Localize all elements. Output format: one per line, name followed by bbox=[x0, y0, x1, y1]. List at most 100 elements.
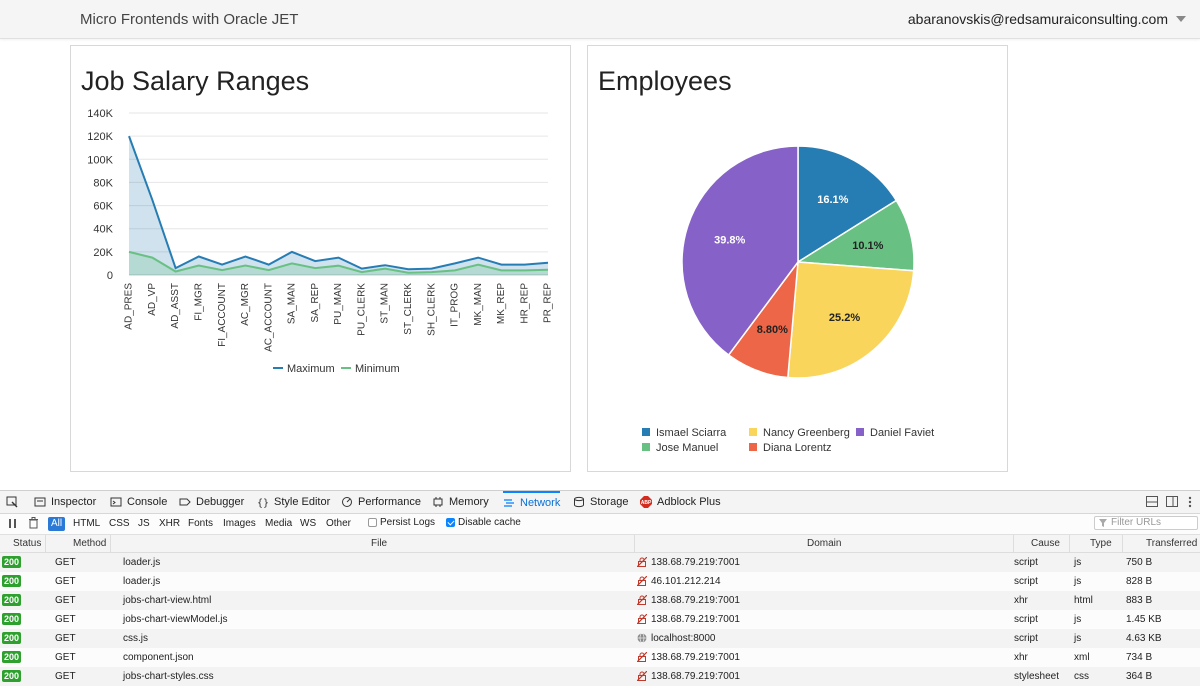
legend-label-daniel-faviet[interactable]: Daniel Faviet bbox=[870, 427, 934, 439]
legend-swatch[interactable] bbox=[642, 443, 650, 451]
persist-logs-box[interactable] bbox=[368, 518, 377, 527]
legend-swatch[interactable] bbox=[749, 428, 757, 436]
filter-all[interactable]: All bbox=[48, 517, 66, 531]
devtools-tab-performance[interactable]: Performance bbox=[341, 491, 421, 513]
data-point-maximum[interactable] bbox=[243, 254, 248, 259]
data-point-maximum[interactable] bbox=[266, 262, 271, 267]
devtools-tab-style-editor[interactable]: {} Style Editor bbox=[257, 491, 330, 513]
column-header-type[interactable]: Type bbox=[1090, 538, 1112, 549]
data-point-maximum[interactable] bbox=[313, 259, 318, 264]
devtools-tab-inspector[interactable]: Inspector bbox=[34, 491, 96, 513]
data-point-maximum[interactable] bbox=[150, 197, 155, 202]
network-request-row[interactable]: 200 GET loader.js 138.68.79.219:7001 script j… bbox=[0, 553, 1200, 572]
legend-label-ismael-sciarra[interactable]: Ismael Sciarra bbox=[656, 427, 727, 439]
devtools-tab-console[interactable]: Console bbox=[110, 491, 167, 513]
column-divider[interactable] bbox=[1122, 535, 1123, 552]
trash-icon[interactable] bbox=[28, 517, 39, 529]
dock-layout-icon[interactable] bbox=[1146, 496, 1160, 508]
network-request-row[interactable]: 200 GET jobs-chart-view.html 138.68.79.219:… bbox=[0, 591, 1200, 610]
series-line-maximum[interactable] bbox=[128, 135, 549, 271]
filter-images[interactable]: Images bbox=[223, 518, 256, 529]
column-header-file[interactable]: File bbox=[371, 538, 388, 549]
data-point-minimum[interactable] bbox=[266, 268, 271, 273]
filter-css[interactable]: CSS bbox=[109, 518, 130, 529]
network-request-row[interactable]: 200 GET component.json 138.68.79.219:7001 xh… bbox=[0, 648, 1200, 667]
data-point-maximum[interactable] bbox=[289, 249, 294, 254]
filter-fonts[interactable]: Fonts bbox=[188, 518, 214, 529]
network-request-row[interactable]: 200 GET loader.js 46.101.212.214 script js 828… bbox=[0, 572, 1200, 591]
data-point-minimum[interactable] bbox=[476, 262, 481, 267]
data-point-minimum[interactable] bbox=[406, 270, 411, 275]
pie-slice-jose-manuel[interactable] bbox=[795, 199, 915, 272]
pie-slice-daniel-faviet[interactable] bbox=[681, 145, 799, 357]
data-point-maximum[interactable] bbox=[196, 254, 201, 259]
column-divider[interactable] bbox=[45, 535, 46, 552]
data-point-maximum[interactable] bbox=[127, 134, 132, 139]
pie-slice-ismael-sciarra[interactable] bbox=[797, 145, 898, 264]
data-point-maximum[interactable] bbox=[522, 262, 527, 267]
data-point-maximum[interactable] bbox=[452, 261, 457, 266]
pause-icon[interactable] bbox=[8, 518, 18, 529]
devtools-tab-storage[interactable]: Storage bbox=[573, 491, 629, 513]
column-divider[interactable] bbox=[110, 535, 111, 552]
data-point-minimum[interactable] bbox=[336, 263, 341, 268]
legend-label-jose-manuel[interactable]: Jose Manuel bbox=[656, 442, 718, 454]
data-point-maximum[interactable] bbox=[220, 262, 225, 267]
filter-js[interactable]: JS bbox=[138, 518, 150, 529]
column-header-cause[interactable]: Cause bbox=[1031, 538, 1060, 549]
legend-swatch[interactable] bbox=[856, 428, 864, 436]
data-point-minimum[interactable] bbox=[313, 266, 318, 271]
devtools-tab-memory[interactable]: Memory bbox=[432, 491, 489, 513]
legend-label-maximum[interactable]: Maximum bbox=[287, 363, 335, 375]
data-point-minimum[interactable] bbox=[546, 267, 551, 272]
legend-label-minimum[interactable]: Minimum bbox=[355, 363, 400, 375]
persist-logs-checkbox[interactable]: Persist Logs bbox=[368, 517, 435, 528]
disable-cache-box[interactable] bbox=[446, 518, 455, 527]
column-divider[interactable] bbox=[634, 535, 635, 552]
filter-other[interactable]: Other bbox=[326, 518, 352, 529]
data-point-minimum[interactable] bbox=[196, 263, 201, 268]
legend-label-diana-lorentz[interactable]: Diana Lorentz bbox=[763, 442, 832, 454]
data-point-minimum[interactable] bbox=[289, 261, 294, 266]
devtools-tab-debugger[interactable]: Debugger bbox=[179, 491, 244, 513]
pick-element-icon[interactable] bbox=[6, 496, 18, 508]
data-point-minimum[interactable] bbox=[359, 270, 364, 275]
column-divider[interactable] bbox=[1069, 535, 1070, 552]
disable-cache-checkbox[interactable]: Disable cache bbox=[446, 517, 521, 528]
data-point-minimum[interactable] bbox=[173, 269, 178, 274]
network-request-row[interactable]: 200 GET jobs-chart-styles.css 138.68.79.219… bbox=[0, 667, 1200, 686]
data-point-minimum[interactable] bbox=[150, 255, 155, 260]
column-header-domain[interactable]: Domain bbox=[807, 538, 842, 549]
network-request-row[interactable]: 200 GET jobs-chart-viewModel.js 138.68.79.2… bbox=[0, 610, 1200, 629]
filter-html[interactable]: HTML bbox=[73, 518, 101, 529]
data-point-minimum[interactable] bbox=[452, 268, 457, 273]
network-request-row[interactable]: 200 GET css.js localhost:8000 script js 4.63 K… bbox=[0, 629, 1200, 648]
data-point-minimum[interactable] bbox=[383, 266, 388, 271]
filter-ws[interactable]: WS bbox=[300, 518, 317, 529]
devtools-tab-adblock-plus[interactable]: ABP Adblock Plus bbox=[640, 491, 721, 513]
devtools-tab-network[interactable]: Network bbox=[503, 491, 561, 513]
chevron-down-icon[interactable] bbox=[1176, 16, 1186, 22]
column-header-method[interactable]: Method bbox=[73, 538, 107, 549]
legend-swatch[interactable] bbox=[749, 443, 757, 451]
filter-xhr[interactable]: XHR bbox=[159, 518, 181, 529]
data-point-maximum[interactable] bbox=[546, 260, 551, 265]
column-header-status[interactable]: Status bbox=[13, 538, 42, 549]
filter-urls-input[interactable]: Filter URLs bbox=[1094, 516, 1198, 530]
data-point-minimum[interactable] bbox=[243, 263, 248, 268]
data-point-minimum[interactable] bbox=[429, 270, 434, 275]
legend-label-nancy-greenberg[interactable]: Nancy Greenberg bbox=[763, 427, 850, 439]
dock-side-icon[interactable] bbox=[1166, 496, 1178, 508]
column-divider[interactable] bbox=[1013, 535, 1014, 552]
data-point-minimum[interactable] bbox=[499, 268, 504, 273]
user-menu[interactable]: abaranovskis@redsamuraiconsulting.com bbox=[908, 11, 1186, 27]
data-point-minimum[interactable] bbox=[522, 268, 527, 273]
data-point-maximum[interactable] bbox=[476, 255, 481, 260]
data-point-minimum[interactable] bbox=[127, 249, 132, 254]
data-point-maximum[interactable] bbox=[336, 255, 341, 260]
column-header-transferred[interactable]: Transferred bbox=[1146, 538, 1198, 549]
more-options-icon[interactable] bbox=[1184, 496, 1196, 508]
filter-media[interactable]: Media bbox=[265, 518, 293, 529]
data-point-minimum[interactable] bbox=[220, 268, 225, 273]
series-line-minimum[interactable] bbox=[128, 250, 549, 274]
